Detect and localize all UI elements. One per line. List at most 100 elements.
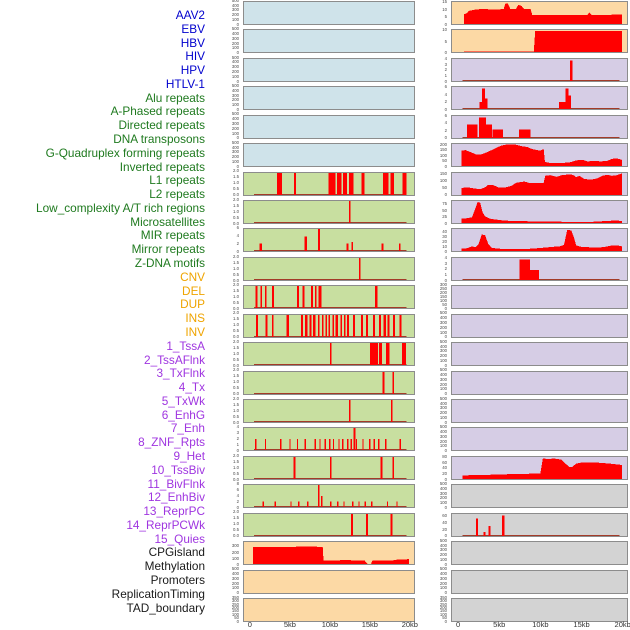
y-tick: 0 — [236, 21, 239, 27]
track-label-inv: INV — [185, 324, 205, 339]
track-panel-htlv-1 — [243, 143, 415, 168]
y-tick: 0 — [444, 561, 447, 567]
track-label-hbv: HBV — [180, 35, 205, 50]
y-tick: 500 — [439, 566, 447, 572]
y-tick: 200 — [231, 97, 239, 103]
track-plot-svg — [462, 117, 620, 138]
y-ticks-15-quies: 80 60 40 20 0 — [411, 455, 449, 482]
y-tick: 0.5 — [233, 214, 239, 220]
y-tick: 0 — [444, 21, 447, 27]
y-tick: 100 — [439, 414, 447, 420]
y-tick: 0.0 — [233, 533, 239, 539]
y-tick: 30 — [442, 233, 447, 239]
y-tick: 0 — [236, 50, 239, 56]
y-tick: 0 — [236, 590, 239, 596]
y-tick: 4 — [444, 120, 447, 126]
y-tick: 2.0 — [233, 395, 239, 401]
y-tick: 40 — [442, 519, 447, 525]
track-plot-svg — [253, 456, 407, 479]
y-tick: 2 — [444, 266, 447, 272]
y-tick: 400 — [231, 144, 239, 150]
track-label-l1-repeats: L1 repeats — [149, 173, 205, 188]
track-label-9-het: 9_Het — [173, 448, 205, 463]
y-tick: 200 — [231, 40, 239, 46]
y-tick: 6 — [444, 84, 447, 90]
track-panel-a-phased-repeats — [243, 200, 415, 224]
track-panel-hpv — [243, 114, 415, 139]
y-tick: 50 — [442, 185, 447, 191]
track-panel-dup — [243, 598, 415, 623]
track-plot-svg — [461, 173, 622, 195]
y-tick: 0 — [444, 362, 447, 368]
y-tick: 2.0 — [233, 509, 239, 515]
track-panel-directed-repeats — [243, 228, 415, 253]
y-ticks-a-phased-repeats: 2.0 1.5 1.0 0.5 0.0 — [203, 197, 241, 226]
y-tick: 4 — [236, 233, 239, 239]
track-plot-svg — [253, 314, 407, 337]
track-plot-svg — [462, 259, 620, 280]
y-tick: 2.0 — [233, 253, 239, 259]
y-ticks-6-enhg: 75 50 25 0 — [411, 200, 449, 226]
y-tick: 0 — [236, 618, 239, 624]
y-tick: 100 — [439, 358, 447, 364]
x-axis-right-tick-5kb: 5kb — [493, 620, 506, 629]
y-tick: 100 — [231, 16, 239, 22]
y-tick: 1.5 — [233, 174, 239, 180]
track-panel-l1-repeats — [243, 342, 415, 367]
y-tick: 0.5 — [233, 271, 239, 277]
track-label-tad-boundary: TAD_boundary — [126, 600, 205, 615]
y-tick: 200 — [439, 438, 447, 444]
y-tick: 300 — [231, 598, 239, 604]
y-tick: 1.0 — [233, 464, 239, 470]
y-tick: 1.0 — [233, 322, 239, 328]
y-tick: 100 — [231, 585, 239, 591]
track-panel-8-znf-rpts — [451, 256, 628, 281]
track-panel-2-tssaflnk — [451, 86, 628, 111]
y-tick: 2.0 — [233, 310, 239, 316]
y-tick: 200 — [231, 12, 239, 18]
y-tick: 200 — [439, 289, 447, 295]
y-ticks-5-txwk: 150 100 50 0 — [411, 172, 449, 197]
y-tick: 0.0 — [233, 220, 239, 226]
y-tick: 0.5 — [233, 186, 239, 192]
y-tick: 1.5 — [233, 373, 239, 379]
y-tick: 0 — [444, 476, 447, 482]
y-tick: 100 — [231, 45, 239, 51]
y-tick: 300 — [231, 149, 239, 155]
track-plot-svg — [253, 485, 407, 508]
track-label-low-complexity-a-t-rich-regions: Low_complexity A/T rich regions — [36, 200, 205, 215]
y-ticks-inverted-repeats: 2.0 1.5 1.0 0.5 0.0 — [203, 310, 241, 339]
y-tick: 2.0 — [233, 168, 239, 174]
y-tick: 0.5 — [233, 470, 239, 476]
y-tick: 350 — [231, 594, 239, 600]
y-ticks-tad-boundary: 350 300 250 200 150 100 50 0 — [411, 595, 449, 623]
track-plot-svg — [462, 88, 620, 110]
y-tick: 500 — [439, 338, 447, 344]
y-tick: 300 — [231, 575, 239, 581]
track-panel-15-quies — [451, 455, 628, 480]
y-ticks-14-reprpcwk: 500 400 300 200 100 0 — [411, 425, 449, 453]
y-tick: 200 — [439, 410, 447, 416]
y-tick: 200 — [439, 495, 447, 501]
track-panel-alu-repeats — [243, 171, 415, 196]
y-tick: 0.5 — [233, 413, 239, 419]
track-label-aav2: AAV2 — [175, 8, 205, 22]
track-label-dna-transposons: DNA transposons — [113, 132, 205, 147]
y-tick: 1.0 — [233, 350, 239, 356]
y-ticks-9-het: 300 250 200 150 100 50 0 — [411, 282, 449, 310]
track-label-promoters: Promoters — [150, 572, 205, 587]
y-tick: 4 — [444, 91, 447, 97]
y-tick: 200 — [231, 125, 239, 131]
track-panel-methylation — [451, 512, 628, 537]
y-tick: 2 — [236, 436, 239, 442]
y-tick: 0 — [444, 533, 447, 539]
track-label-3-txflnk: 3_TxFlnk — [156, 366, 205, 381]
y-tick: 500 — [231, 139, 239, 145]
track-label-z-dna-motifs: Z-DNA motifs — [134, 256, 205, 271]
y-tick: 0 — [444, 78, 447, 84]
y-ticks-alu-repeats: 2.0 1.5 1.0 0.5 0.0 — [203, 168, 241, 197]
track-label-g-quadruplex-forming-repeats: G-Quadruplex forming repeats — [45, 145, 205, 160]
y-tick: 60 — [442, 512, 447, 518]
y-tick: 200 — [231, 605, 239, 610]
